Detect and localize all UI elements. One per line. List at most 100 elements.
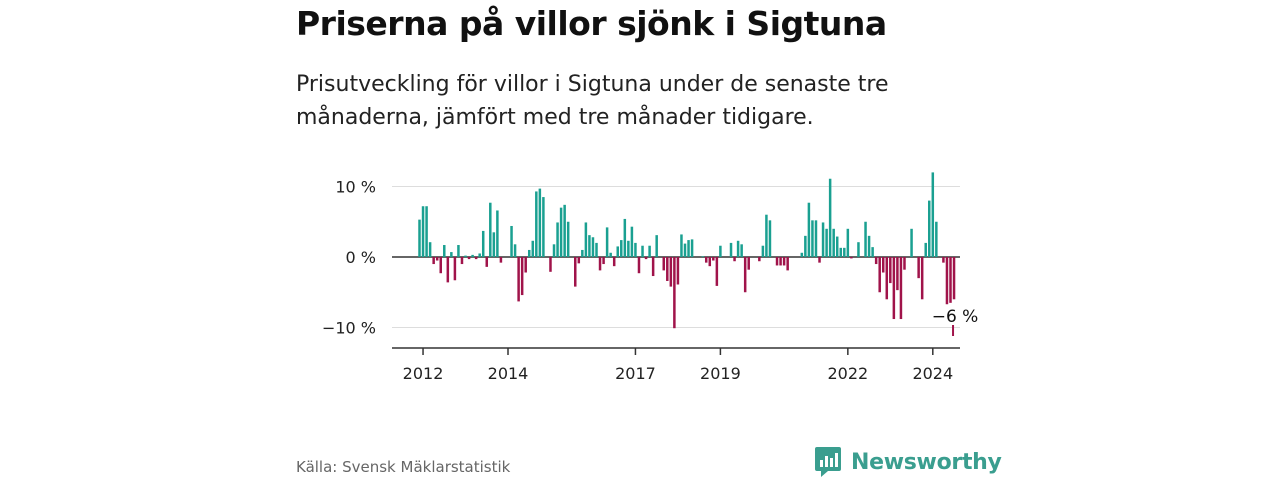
- bar: [616, 246, 619, 257]
- bar: [935, 221, 938, 257]
- bar: [761, 245, 765, 257]
- bar: [719, 245, 722, 257]
- bar: [612, 257, 616, 267]
- bar: [467, 257, 471, 260]
- bar: [510, 225, 513, 257]
- bar: [446, 257, 450, 283]
- bar: [499, 257, 503, 263]
- bar: [556, 222, 559, 257]
- bar: [945, 257, 949, 305]
- bar: [733, 257, 736, 262]
- bar: [740, 244, 743, 257]
- bar: [666, 257, 669, 281]
- bar: [786, 257, 789, 271]
- bar: [818, 257, 821, 263]
- bar: [673, 257, 676, 329]
- bar: [520, 257, 524, 296]
- bar: [563, 204, 566, 257]
- bar: [620, 240, 623, 257]
- bar: [942, 257, 945, 263]
- bar: [683, 243, 687, 257]
- bar: [768, 220, 772, 257]
- last-value-annotation: −6 %: [932, 307, 979, 327]
- bar: [885, 257, 889, 300]
- bar: [931, 172, 935, 257]
- bar: [814, 220, 818, 257]
- bar: [450, 252, 453, 257]
- bar: [871, 247, 874, 257]
- bar: [559, 207, 563, 257]
- bar: [800, 252, 804, 257]
- bar: [443, 245, 446, 257]
- bar: [425, 206, 428, 257]
- x-tick-label: 2019: [700, 364, 741, 383]
- bar: [775, 257, 779, 266]
- bar: [496, 210, 499, 257]
- bar: [566, 221, 570, 257]
- bar: [867, 235, 871, 257]
- bar: [432, 257, 435, 265]
- bar: [952, 257, 956, 300]
- bar: [729, 242, 733, 257]
- bar: [903, 257, 906, 270]
- bar: [835, 236, 839, 257]
- bar: [910, 228, 913, 257]
- bar: [538, 188, 542, 257]
- bar: [549, 257, 552, 272]
- chart-title: Priserna på villor sjönk i Sigtuna: [296, 4, 887, 43]
- bar: [747, 257, 750, 270]
- bar: [584, 222, 588, 257]
- bar: [736, 240, 740, 257]
- y-tick-label: 0 %: [346, 248, 376, 267]
- bar: [828, 178, 832, 257]
- bar: [609, 252, 612, 257]
- chart-subtitle: Prisutveckling för villor i Sigtuna unde…: [296, 72, 889, 130]
- bar: [602, 257, 605, 265]
- bar: [485, 257, 489, 267]
- bar: [807, 202, 811, 257]
- bar: [832, 228, 835, 257]
- bar: [843, 247, 846, 257]
- bar: [478, 253, 481, 257]
- bar: [605, 227, 609, 257]
- bar: [821, 222, 825, 257]
- bar: [524, 257, 527, 273]
- bar: [850, 257, 853, 259]
- bar: [651, 257, 655, 277]
- bar: [552, 244, 556, 257]
- bar: [637, 257, 641, 274]
- bar: [464, 255, 467, 257]
- bar: [489, 202, 492, 257]
- bar: [418, 219, 421, 257]
- y-tick-label: −10 %: [322, 319, 376, 338]
- bar: [949, 257, 952, 303]
- bar: [708, 257, 712, 267]
- bar: [779, 257, 782, 266]
- brand-logo: Newsworthy: [815, 447, 1002, 477]
- bar: [641, 245, 644, 257]
- bar: [644, 257, 648, 260]
- bar: [595, 242, 598, 257]
- bar: [513, 244, 517, 257]
- bar: [924, 242, 927, 257]
- bar: [690, 239, 694, 257]
- bar: [435, 257, 439, 261]
- bar: [864, 221, 867, 257]
- newsworthy-logo-icon: [815, 447, 841, 477]
- bar: [492, 232, 496, 257]
- bar: [804, 235, 807, 257]
- y-tick-label: 10 %: [335, 178, 376, 197]
- brand-name: Newsworthy: [851, 449, 1002, 475]
- bar: [421, 206, 425, 257]
- bar: [743, 257, 747, 293]
- x-tick-label: 2022: [827, 364, 868, 383]
- bar: [655, 235, 658, 257]
- bar: [623, 218, 627, 257]
- bar: [846, 228, 850, 257]
- bar: [715, 257, 719, 286]
- bar: [577, 257, 581, 264]
- bar: [701, 256, 704, 257]
- bar: [687, 240, 690, 257]
- bar: [899, 257, 903, 320]
- bar: [896, 257, 899, 291]
